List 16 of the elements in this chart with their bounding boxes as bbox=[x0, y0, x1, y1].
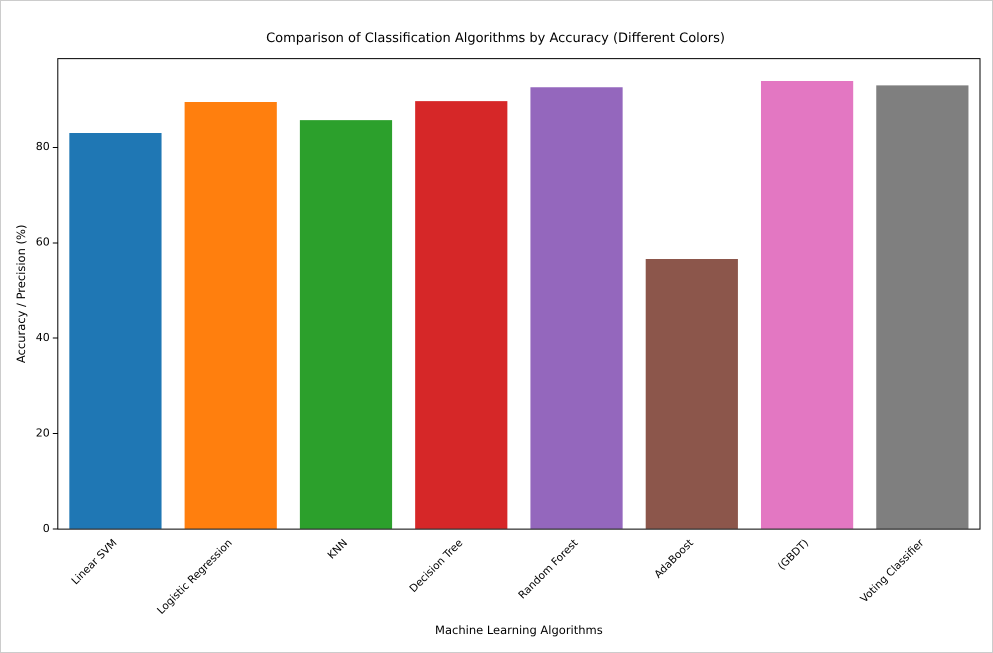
bar bbox=[300, 120, 392, 529]
y-tick-label: 40 bbox=[36, 331, 50, 344]
bar bbox=[646, 259, 738, 529]
bar bbox=[69, 133, 162, 529]
y-tick-label: 60 bbox=[36, 236, 50, 249]
bar bbox=[876, 85, 968, 529]
bar bbox=[530, 87, 623, 529]
y-tick-label: 20 bbox=[36, 426, 50, 440]
y-tick-label: 0 bbox=[42, 522, 50, 535]
bar bbox=[415, 101, 508, 529]
bar bbox=[760, 81, 854, 529]
x-axis-title: Machine Learning Algorithms bbox=[435, 623, 603, 638]
y-axis-title: Accuracy / Precision (%) bbox=[14, 224, 28, 364]
y-tick-label: 80 bbox=[36, 140, 50, 154]
bar bbox=[184, 102, 277, 529]
chart-title: Comparison of Classification Algorithms by Accuracy (Different Colors) bbox=[266, 31, 725, 46]
